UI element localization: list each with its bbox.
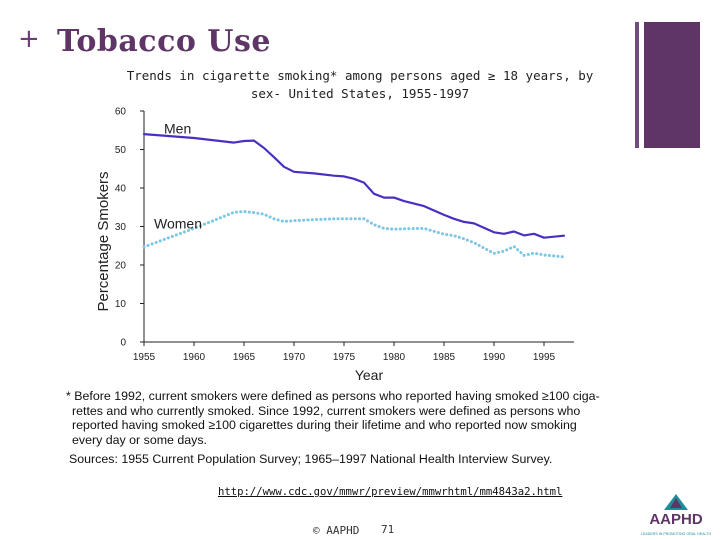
accent-bar-thin bbox=[635, 22, 639, 148]
y-tick-label: 20 bbox=[115, 261, 127, 272]
x-tick-label: 1995 bbox=[533, 352, 556, 363]
slide-title: Tobacco Use bbox=[57, 24, 271, 59]
y-tick-label: 10 bbox=[115, 299, 127, 310]
x-tick-label: 1990 bbox=[483, 352, 506, 363]
logo-tooth-shape bbox=[670, 498, 682, 508]
x-tick-label: 1975 bbox=[333, 352, 356, 363]
series-line-women bbox=[142, 210, 566, 259]
chart-title: Trends in cigarette smoking* among perso… bbox=[80, 67, 640, 103]
logo-tagline: LEADERS IN PROMOTING ORAL HEALTH bbox=[641, 532, 711, 536]
page-number: 71 bbox=[381, 523, 395, 536]
logo-wordmark: AAPHD bbox=[649, 511, 703, 528]
series-label-men: Men bbox=[164, 120, 191, 136]
x-tick-label: 1965 bbox=[233, 352, 256, 363]
x-tick-label: 1960 bbox=[183, 352, 206, 363]
chart-sources: Sources: 1955 Current Population Survey;… bbox=[69, 452, 553, 466]
y-axis-label: Percentage Smokers bbox=[95, 171, 112, 311]
footnote-line-2: rettes and who currently smoked. Since 1… bbox=[72, 403, 581, 418]
x-axis-label: Year bbox=[355, 367, 384, 383]
footnote-line-3: reported having smoked ≥100 cigarettes d… bbox=[72, 418, 577, 432]
series-label-women: Women bbox=[154, 215, 202, 231]
y-tick-label: 60 bbox=[115, 107, 127, 118]
x-tick-label: 1970 bbox=[283, 352, 306, 363]
footnote-line-4: every day or some days. bbox=[72, 432, 207, 447]
y-tick-label: 0 bbox=[120, 338, 126, 349]
y-tick-label: 50 bbox=[115, 145, 127, 156]
plus-icon: + bbox=[18, 24, 40, 54]
chart-title-line-2: sex- United States, 1955-1997 bbox=[250, 86, 470, 101]
chart-title-line-1: Trends in cigarette smoking* among perso… bbox=[126, 68, 594, 83]
line-chart: 0 10 20 30 40 50 60 1955 1960 1965 1970 1975 1980 198… bbox=[95, 107, 574, 383]
y-tick-label: 30 bbox=[115, 222, 127, 233]
y-tick-label: 40 bbox=[115, 184, 127, 195]
copyright-text: © AAPHD bbox=[313, 524, 360, 537]
x-tick-label: 1980 bbox=[383, 352, 406, 363]
source-link[interactable]: http://www.cdc.gov/mmwr/preview/mmwrhtml… bbox=[218, 486, 563, 498]
x-tick-label: 1985 bbox=[433, 352, 456, 363]
footnote-line-1: * Before 1992, current smokers were defi… bbox=[66, 389, 600, 403]
series-line-men bbox=[142, 132, 566, 239]
x-tick-label: 1955 bbox=[133, 352, 156, 363]
accent-bar bbox=[644, 22, 700, 148]
aaphd-logo: AAPHD LEADERS IN PROMOTING ORAL HEALTH bbox=[641, 494, 711, 536]
chart-footnote: * Before 1992, current smokers were defi… bbox=[66, 389, 626, 447]
